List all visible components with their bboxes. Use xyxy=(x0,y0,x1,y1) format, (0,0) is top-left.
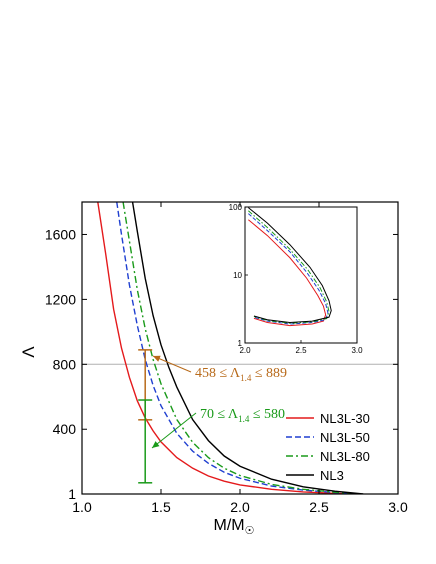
inset-x-tick-label: 3.0 xyxy=(351,346,363,355)
x-tick-label: 3.0 xyxy=(388,499,408,515)
annotation-label-prefix-1: 70 ≤ Λ xyxy=(200,407,239,422)
inset-plot: 2.0 2.5 3.0 1 10 100 xyxy=(229,203,363,355)
annotation-label-1: 70 ≤ Λ1.4 ≤ 580 xyxy=(200,407,285,424)
series-line-3 xyxy=(131,202,364,494)
y-tick-label: 1 xyxy=(68,486,76,502)
legend-label-2: NL3L-80 xyxy=(320,449,370,464)
inset-series-line-0 xyxy=(248,219,327,327)
inset-series-line-3 xyxy=(248,207,332,324)
annotation-label-prefix-0: 458 ≤ Λ xyxy=(195,366,241,381)
annotation-label-suffix-0: ≤ 889 xyxy=(251,366,287,381)
x-tick-label: 2.0 xyxy=(230,499,250,515)
annotation-label-suffix-1: ≤ 580 xyxy=(249,407,285,422)
annotation-arrow-1 xyxy=(151,412,197,449)
x-tick-label: 2.5 xyxy=(309,499,329,515)
series-line-1 xyxy=(116,202,361,494)
inset-y-tick-label: 1 xyxy=(238,339,243,348)
y-axis-label: Λ xyxy=(19,346,38,358)
annotation-label-sub-1: 1.4 xyxy=(238,414,250,424)
legend-label-0: NL3L-30 xyxy=(320,411,370,426)
annotation-label-sub-0: 1.4 xyxy=(240,373,252,383)
inset-y-tick-label: 10 xyxy=(233,271,242,280)
inset-series-line-2 xyxy=(248,210,330,324)
series-line-0 xyxy=(97,202,354,494)
y-tick-label: 400 xyxy=(53,421,77,437)
annotation-label-0: 458 ≤ Λ1.4 ≤ 889 xyxy=(195,366,287,383)
inset-x-tick-label: 2.0 xyxy=(239,346,251,355)
annotation-arrowhead-0 xyxy=(153,355,161,362)
annotation-arrowhead-1 xyxy=(152,441,160,448)
x-tick-label: 1.5 xyxy=(151,499,171,515)
y-tick-label: 800 xyxy=(53,356,77,372)
inset-x-tick-label: 2.5 xyxy=(295,346,307,355)
y-tick-label: 1200 xyxy=(45,291,76,307)
y-tick-label: 1600 xyxy=(45,226,76,242)
x-axis-label-main: M/M xyxy=(214,517,245,534)
inset-y-tick-label: 100 xyxy=(229,203,243,212)
series-line-2 xyxy=(122,202,362,494)
x-axis-label: M/M☉ xyxy=(214,517,255,537)
inset-series-line-1 xyxy=(248,213,329,325)
legend-label-1: NL3L-50 xyxy=(320,430,370,445)
x-axis-label-symbol: ☉ xyxy=(245,525,255,537)
legend-label-3: NL3 xyxy=(320,468,344,483)
x-tick-label: 1.0 xyxy=(72,499,92,515)
